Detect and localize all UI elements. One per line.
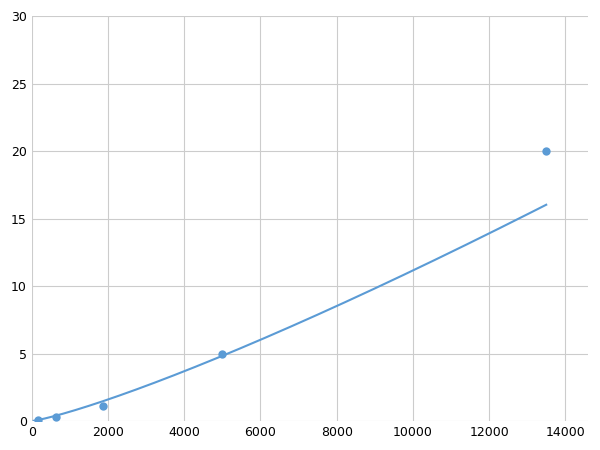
Point — [51, 414, 61, 421]
Point — [98, 403, 108, 410]
Point — [541, 148, 551, 155]
Point — [33, 416, 43, 423]
Point — [218, 350, 227, 357]
